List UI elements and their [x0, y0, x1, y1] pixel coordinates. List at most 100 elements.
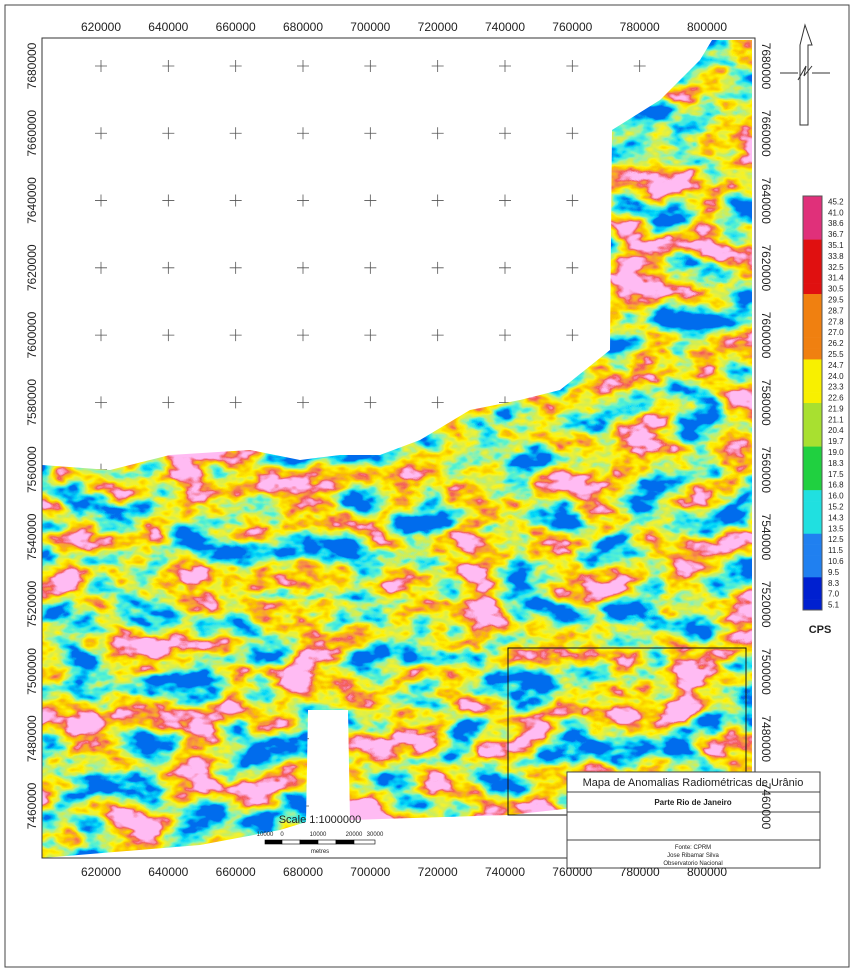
credit: Observatorio Nacional: [663, 861, 722, 867]
grid-cross: [566, 127, 579, 140]
grid-cross: [95, 194, 107, 207]
grid-cross: [297, 194, 309, 207]
colorbar: 45.2 41.0 38.6 36.7 35.1 33.8 32.5 31.4 30.5 29.5…: [802, 195, 844, 611]
colorbar-swatch: [803, 479, 822, 491]
grid-cross: [229, 329, 242, 342]
grid-cross: [297, 329, 309, 342]
grid-cross: [162, 329, 175, 342]
colorbar-label: 35.1: [828, 241, 844, 250]
colorbar-swatch: [803, 206, 822, 219]
grid-cross: [229, 60, 242, 72]
colorbar-label: 36.7: [828, 230, 844, 239]
x-tick-label: 620000: [81, 20, 121, 34]
colorbar-swatch: [803, 403, 822, 415]
y-tick-label: 7580000: [759, 379, 773, 426]
grid-cross: [95, 127, 107, 140]
scale-segment: [317, 839, 337, 845]
y-tick-label: 7580000: [25, 379, 39, 426]
colorbar-swatch: [803, 457, 822, 469]
y-tick-label: 7460000: [25, 782, 39, 829]
colorbar-swatch: [803, 424, 822, 436]
grid-cross: [297, 60, 309, 72]
colorbar-swatch: [803, 555, 822, 567]
y-tick-label: 7560000: [759, 446, 773, 493]
scale-segment: [299, 839, 319, 845]
colorbar-swatch: [803, 522, 822, 535]
colorbar-swatch: [803, 294, 822, 306]
grid-cross: [431, 127, 444, 140]
credit: Jose Ribamar Silva: [667, 853, 719, 859]
grid-cross: [633, 60, 646, 72]
y-tick-label: 7640000: [759, 177, 773, 224]
colorbar-label: 26.2: [828, 339, 844, 348]
x-tick-label: 680000: [283, 20, 323, 34]
colorbar-swatch: [803, 239, 822, 251]
grid-cross: [431, 396, 444, 409]
sheet-border: [4, 4, 850, 968]
scale-segment: [335, 839, 355, 845]
scale-segment: [281, 839, 301, 845]
colorbar-swatch: [803, 250, 822, 262]
colorbar-swatch: [803, 217, 822, 229]
x-tick-label: 780000: [620, 20, 660, 34]
grid-cross: [499, 60, 511, 72]
scale-bar: 10000 0 10000 20000 30000: [257, 832, 384, 845]
grid-cross: [162, 261, 175, 274]
grid-cross: [229, 127, 242, 140]
scale-label: 30000: [367, 832, 384, 838]
colorbar-label: 12.5: [828, 535, 844, 544]
map-frame: [41, 37, 756, 859]
colorbar-swatch: [803, 315, 822, 328]
scale-label: 20000: [346, 832, 363, 838]
colorbar-swatch: [803, 272, 822, 284]
grid-cross: [229, 396, 242, 409]
colorbar-label: 17.5: [828, 470, 844, 479]
colorbar-swatch: [803, 283, 822, 295]
grid-cross: [566, 194, 579, 207]
x-tick-label: 660000: [216, 20, 256, 34]
x-tick-label: 740000: [485, 865, 525, 879]
grid-cross: [162, 127, 175, 140]
colorbar-swatch: [803, 228, 822, 240]
north-arrow: [780, 23, 830, 126]
colorbar-swatch: [803, 196, 822, 208]
colorbar-label: 16.0: [828, 492, 844, 501]
grid-cross: [364, 60, 377, 72]
colorbar-label: 19.0: [828, 448, 844, 457]
colorbar-label: 28.7: [828, 306, 844, 315]
colorbar-label: 8.3: [828, 579, 840, 588]
colorbar-label: 9.5: [828, 568, 840, 577]
y-tick-label: 7520000: [759, 581, 773, 628]
grid-cross: [499, 261, 511, 274]
colorbar-swatch: [803, 468, 822, 480]
grid-cross: [431, 60, 444, 72]
colorbar-swatch: [803, 588, 822, 600]
y-tick-label: 7460000: [759, 783, 773, 830]
grid-cross: [566, 261, 579, 274]
colorbar-label: 31.4: [828, 274, 844, 283]
radiometric-raster: [42, 40, 752, 858]
x-tick-label: 760000: [552, 865, 592, 879]
y-tick-label: 7620000: [25, 244, 39, 291]
colorbar-swatch: [803, 490, 822, 502]
x-tick-label: 640000: [148, 20, 188, 34]
colorbar-label: 20.4: [828, 426, 844, 435]
grid-cross: [431, 194, 444, 207]
grid-cross: [364, 127, 377, 140]
y-tick-label: 7680000: [759, 43, 773, 90]
colorbar-label: 45.2: [828, 197, 844, 206]
colorbar-label: 23.3: [828, 383, 844, 392]
y-tick-label: 7600000: [759, 312, 773, 359]
colorbar-swatch: [803, 599, 822, 611]
colorbar-label: 10.6: [828, 557, 844, 566]
y-tick-label: 7540000: [759, 514, 773, 561]
colorbar-unit: CPS: [809, 624, 832, 636]
grid-cross: [95, 261, 107, 274]
grid-cross: [499, 194, 511, 207]
x-tick-label: 720000: [418, 865, 458, 879]
colorbar-swatch: [803, 544, 822, 556]
colorbar-label: 14.3: [828, 513, 844, 522]
colorbar-swatch: [803, 359, 822, 371]
colorbar-label: 30.5: [828, 285, 844, 294]
